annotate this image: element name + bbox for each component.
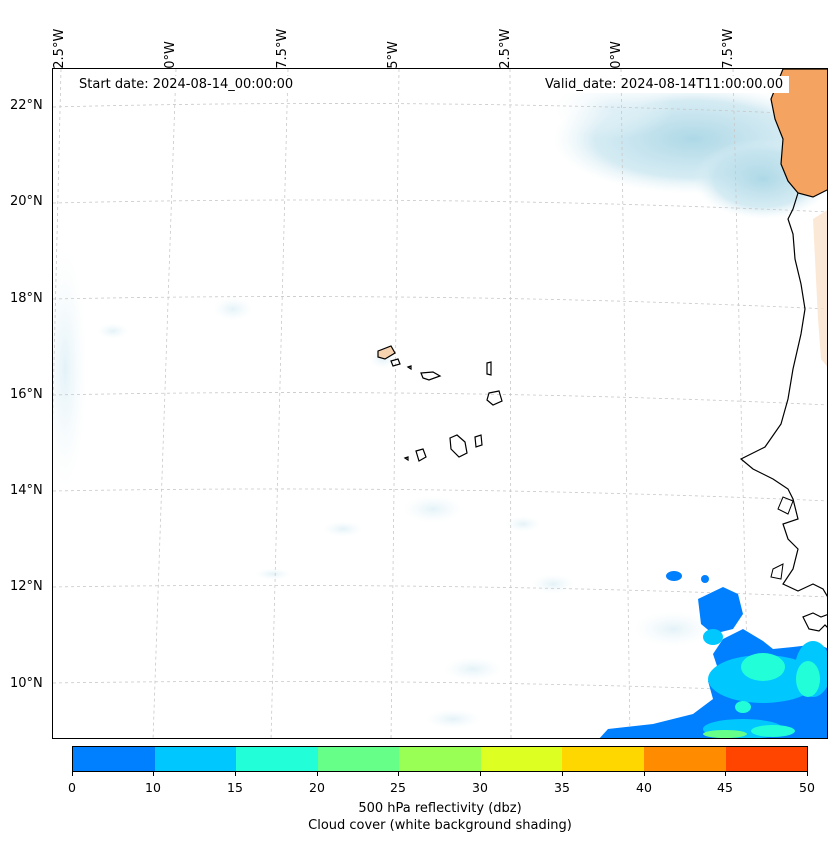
lat-label-22n: 22°N [10,98,43,113]
colorbar-segment-8 [725,747,808,771]
colorbar-tick-15: 15 [227,780,243,795]
cb-tickmark [562,772,563,776]
colorbar-segment-1 [154,747,237,771]
colorbar-tick-10: 10 [145,780,161,795]
land-light-orange [813,210,827,367]
colorbar-tick-50: 50 [799,780,815,795]
colorbar-segment-5 [480,747,563,771]
lat-label-18n: 18°N [10,291,43,306]
colorbar-tick-30: 30 [472,780,488,795]
lat-label-20n: 20°N [10,194,43,209]
cb-tickmark [153,772,154,776]
lat-label-14n: 14°N [10,483,43,498]
cb-tickmark [725,772,726,776]
reflectivity-0-10 [599,571,827,738]
colorbar-segment-6 [562,747,644,771]
cb-tickmark [235,772,236,776]
reflectivity-20-25 [703,730,747,738]
colorbar-label-cloud-cover: Cloud cover (white background shading) [308,818,572,833]
reflectivity-15-20 [735,653,820,737]
colorbar-tick-45: 45 [717,780,733,795]
valid-date-label: Valid_date: 2024-08-14T11:00:00.00 [539,76,790,93]
colorbar-segment-2 [236,747,318,771]
colorbar-tick-0: 0 [68,780,76,795]
colorbar-segment-7 [643,747,726,771]
cb-tickmark [398,772,399,776]
lat-label-16n: 16°N [10,387,43,402]
cb-tickmark [807,772,808,776]
colorbar-segment-3 [317,747,400,771]
colorbar-tick-35: 35 [554,780,570,795]
colorbar-segment-4 [399,747,481,771]
land-mauritania [770,69,827,198]
cb-tickmark [72,772,73,776]
start-date-label: Start date: 2024-08-14_00:00:00 [73,76,300,93]
coastline-islands [770,496,794,580]
faint-cloud-cover [53,249,713,729]
cb-tickmark [317,772,318,776]
colorbar-segment-0 [73,747,155,771]
colorbar-tick-25: 25 [390,780,406,795]
lat-label-12n: 12°N [10,579,43,594]
lat-label-10n: 10°N [10,676,43,691]
colorbar-label-reflectivity: 500 hPa reflectivity (dbz) [358,801,522,816]
cb-tickmark [480,772,481,776]
coastline-south [802,612,827,632]
map-canvas [53,69,827,738]
cape-verde-islands [377,345,503,462]
graticule [53,69,827,738]
colorbar-tick-40: 40 [636,780,652,795]
coastline [739,192,827,597]
colorbar [72,746,808,772]
cb-tickmark [644,772,645,776]
colorbar-tick-20: 20 [309,780,325,795]
map-panel[interactable] [52,68,828,739]
